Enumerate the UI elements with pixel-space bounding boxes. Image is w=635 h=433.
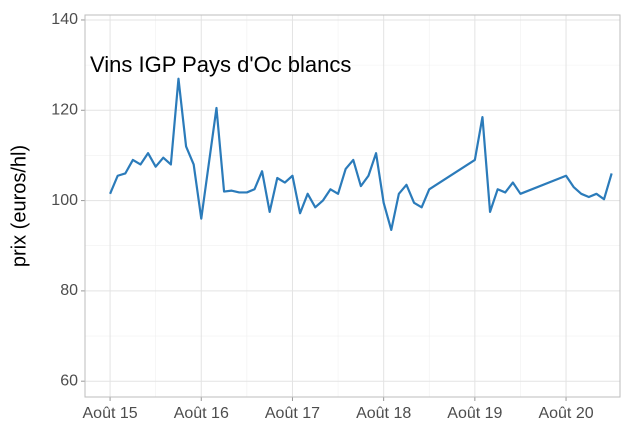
y-tick-label: 60 [60, 372, 78, 389]
x-tick-label: Août 17 [265, 405, 320, 422]
y-axis-label: prix (euros/hl) [8, 145, 30, 267]
y-tick-label: 120 [51, 101, 78, 118]
panel-border [84, 14, 621, 398]
y-tick-label: 80 [60, 282, 78, 299]
x-tick-label: Août 19 [447, 405, 502, 422]
x-tick-label: Août 16 [174, 405, 229, 422]
y-tick-label: 100 [51, 192, 78, 209]
x-tick-label: Août 20 [538, 405, 593, 422]
y-tick-label: 140 [51, 11, 78, 28]
line-series [109, 77, 613, 232]
chart-title: Vins IGP Pays d'Oc blancs [90, 52, 351, 77]
x-tick-label: Août 15 [83, 405, 138, 422]
x-tick-label: Août 18 [356, 405, 411, 422]
